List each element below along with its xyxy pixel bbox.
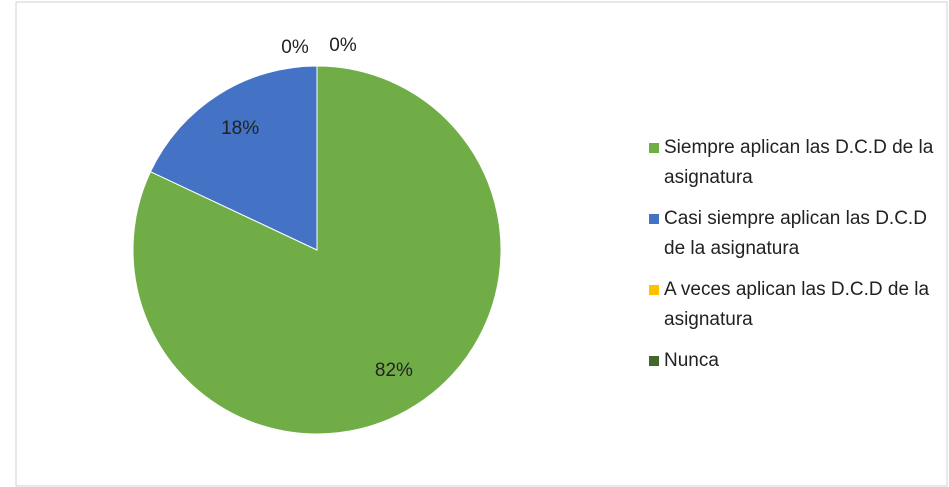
legend-label: Nunca (664, 350, 719, 371)
legend-item: Siempre aplican las D.C.D de la asignatu… (649, 133, 939, 193)
legend-label: Casi siempre aplican las D.C.D de la asi… (664, 208, 927, 259)
legend-swatch (649, 285, 659, 295)
data-label: 18% (221, 118, 259, 139)
legend-label: Siempre aplican las D.C.D de la asignatu… (664, 137, 934, 188)
pie-slice (149, 65, 318, 251)
legend-item: Casi siempre aplican las D.C.D de la asi… (649, 204, 939, 264)
data-label: 0% (329, 35, 357, 56)
legend-item: Nunca (649, 346, 939, 376)
legend-label: A veces aplican las D.C.D de la asignatu… (664, 279, 930, 330)
legend: Siempre aplican las D.C.D de la asignatu… (649, 133, 939, 387)
data-label: 82% (375, 360, 413, 381)
legend-swatch (649, 356, 659, 366)
legend-swatch (649, 143, 659, 153)
data-label: 0% (281, 37, 309, 58)
chart-frame (15, 1, 948, 487)
legend-item: A veces aplican las D.C.D de la asignatu… (649, 275, 939, 335)
legend-swatch (649, 214, 659, 224)
